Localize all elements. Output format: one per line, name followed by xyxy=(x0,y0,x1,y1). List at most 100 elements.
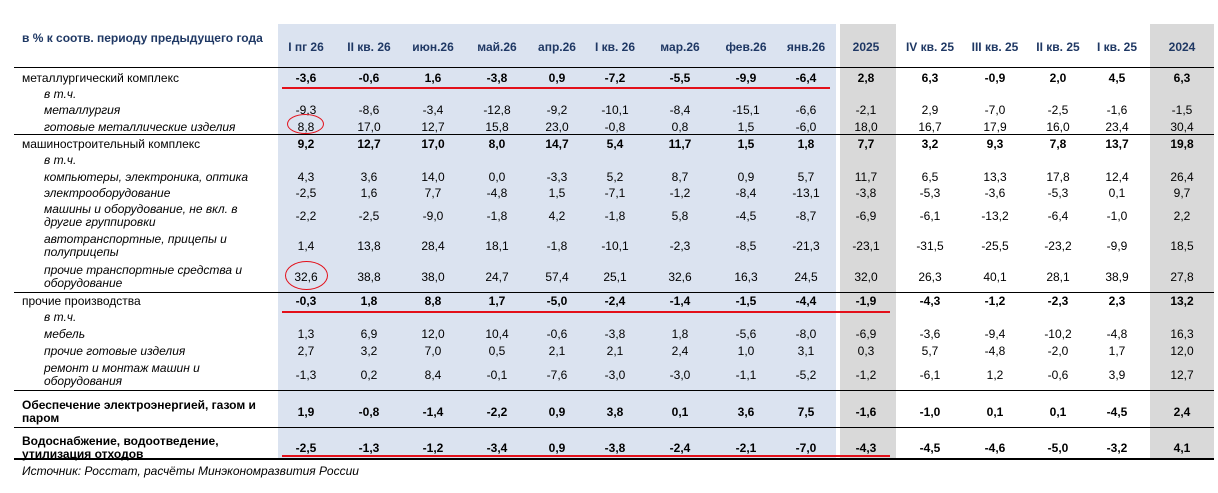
table-cell: 26,3 xyxy=(918,270,942,284)
table-cell: -3,0 xyxy=(604,368,626,382)
row-label: металлургический комплекс xyxy=(22,71,179,85)
table-cell: -23,2 xyxy=(1044,239,1072,253)
table-cell: -5,2 xyxy=(795,368,817,382)
table-cell: 17,0 xyxy=(357,120,381,134)
table-cell: 3,6 xyxy=(737,405,755,419)
table-cell: -6,1 xyxy=(919,209,941,223)
table-cell: 3,2 xyxy=(360,344,378,358)
table-cell: 11,7 xyxy=(854,170,878,184)
table-cell: 7,8 xyxy=(1049,137,1067,151)
column-header: I пг 26 xyxy=(288,40,324,54)
table-cell: 12,7 xyxy=(421,120,445,134)
table-cell: -5,3 xyxy=(919,186,941,200)
table-cell: 6,3 xyxy=(921,71,939,85)
column-header: 2024 xyxy=(1168,40,1196,54)
row-label: Обеспечение электроэнергией, газом и пар… xyxy=(22,398,256,425)
table-cell: -5,6 xyxy=(735,327,757,341)
table-cell: 8,7 xyxy=(671,170,689,184)
table-cell: 17,0 xyxy=(421,137,445,151)
table-cell: -1,4 xyxy=(422,405,444,419)
table-cell: 0,1 xyxy=(671,405,689,419)
highlight-band-2024 xyxy=(1150,24,1214,460)
table-cell: 7,0 xyxy=(424,344,442,358)
table-cell: -15,1 xyxy=(732,103,760,117)
table-cell: 24,5 xyxy=(794,270,818,284)
table-cell: 1,5 xyxy=(548,186,566,200)
table-cell: 13,7 xyxy=(1105,137,1129,151)
table-cell: -1,6 xyxy=(855,405,877,419)
table-cell: 16,0 xyxy=(1046,120,1070,134)
header-divider xyxy=(14,67,1214,68)
table-cell: 0,3 xyxy=(857,344,875,358)
table-cell: 27,8 xyxy=(1170,270,1194,284)
table-cell: -3,0 xyxy=(669,368,691,382)
table-cell: 6,3 xyxy=(1173,71,1191,85)
table-cell: -1,8 xyxy=(486,209,508,223)
table-cell: -1,4 xyxy=(669,294,691,308)
table-cell: -0,9 xyxy=(984,71,1006,85)
table-cell: -25,5 xyxy=(981,239,1009,253)
row-label: мебель xyxy=(44,327,86,341)
table-cell: 7,5 xyxy=(797,405,815,419)
table-cell: -21,3 xyxy=(792,239,820,253)
including-label: в т.ч. xyxy=(44,153,77,167)
table-cell: -2,2 xyxy=(486,405,508,419)
table-cell: 23,4 xyxy=(1105,120,1129,134)
red-circle-metal-products xyxy=(287,114,324,134)
table-cell: -2,4 xyxy=(669,441,691,455)
table-cell: 5,7 xyxy=(797,170,815,184)
table-cell: -1,2 xyxy=(855,368,877,382)
table-cell: 13,2 xyxy=(1170,294,1194,308)
table-cell: -0,6 xyxy=(546,327,568,341)
table-cell: 32,6 xyxy=(668,270,692,284)
table-cell: -6,9 xyxy=(855,209,877,223)
table-cell: 1,9 xyxy=(297,405,315,419)
table-cell: -5,5 xyxy=(669,71,691,85)
row-label: металлургия xyxy=(44,103,121,117)
table-cell: 18,5 xyxy=(1170,239,1194,253)
table-cell: 12,0 xyxy=(421,327,445,341)
table-cell: 5,4 xyxy=(606,137,624,151)
including-label: в т.ч. xyxy=(44,87,77,101)
column-header: II кв. 25 xyxy=(1036,40,1080,54)
table-cell: -3,2 xyxy=(1106,441,1128,455)
table-cell: 24,7 xyxy=(485,270,509,284)
table-cell: 14,0 xyxy=(421,170,445,184)
table-cell: -6,4 xyxy=(795,71,817,85)
table-cell: 1,6 xyxy=(360,186,378,200)
column-header: май.26 xyxy=(477,40,517,54)
table-cell: 5,8 xyxy=(671,209,689,223)
table-cell: 0,1 xyxy=(1108,186,1126,200)
table-cell: 16,7 xyxy=(918,120,942,134)
table-cell: 4,5 xyxy=(1108,71,1126,85)
table-cell: 13,3 xyxy=(983,170,1007,184)
table-cell: 12,7 xyxy=(1170,368,1194,382)
table-cell: 9,2 xyxy=(297,137,315,151)
column-header: апр.26 xyxy=(538,40,576,54)
table-cell: -2,3 xyxy=(669,239,691,253)
table-cell: -5,0 xyxy=(546,294,568,308)
row-label: готовые металлические изделия xyxy=(44,120,236,134)
table-cell: -4,3 xyxy=(919,294,941,308)
section-divider xyxy=(14,427,1214,428)
table-cell: 23,0 xyxy=(545,120,569,134)
table-cell: 40,1 xyxy=(983,270,1007,284)
table-cell: 4,3 xyxy=(297,170,315,184)
table-cell: -2,5 xyxy=(295,186,317,200)
table-cell: -1,0 xyxy=(919,405,941,419)
table-cell: 10,4 xyxy=(485,327,509,341)
table-cell: -1,1 xyxy=(735,368,757,382)
highlight-band-2025 xyxy=(840,24,896,460)
table-cell: 30,4 xyxy=(1170,120,1194,134)
table-cell: 0,9 xyxy=(548,71,566,85)
table-bottom-border xyxy=(14,458,1214,460)
table-cell: 38,8 xyxy=(357,270,381,284)
row-label: Водоснабжение, водоотведение, утилизация… xyxy=(22,434,219,461)
table-cell: -4,6 xyxy=(984,441,1006,455)
red-underline-water-supply xyxy=(282,455,890,457)
table-cell: -8,6 xyxy=(358,103,380,117)
table-cell: 7,7 xyxy=(424,186,442,200)
table-cell: -4,5 xyxy=(919,441,941,455)
table-cell: -1,6 xyxy=(1106,103,1128,117)
table-cell: 18,1 xyxy=(485,239,509,253)
